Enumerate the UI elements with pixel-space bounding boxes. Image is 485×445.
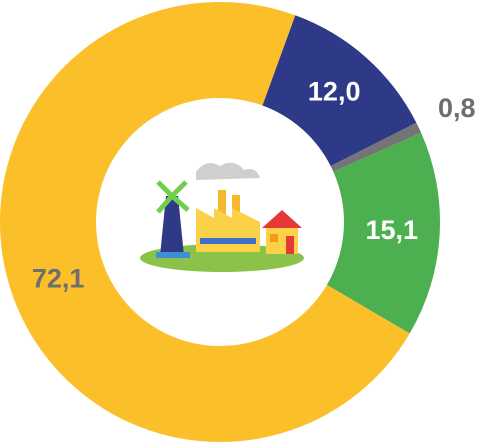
data-label: 15,1 [365, 215, 418, 245]
data-label: 0,8 [438, 93, 476, 123]
slices [0, 2, 440, 442]
data-label: 72,1 [32, 263, 85, 293]
data-label: 12,0 [308, 77, 361, 107]
center-illustration [140, 162, 304, 272]
slice [330, 122, 422, 172]
slice [326, 132, 440, 334]
slice [262, 15, 417, 167]
slice [0, 2, 410, 442]
